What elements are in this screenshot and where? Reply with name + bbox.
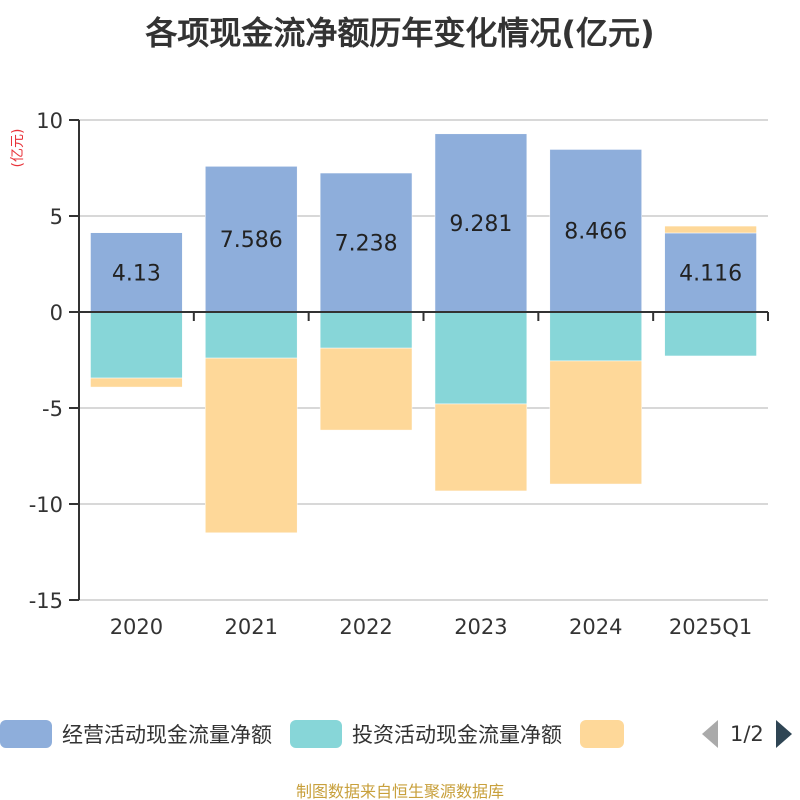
- bar-segment: [664, 311, 757, 357]
- bar-segment: [434, 311, 528, 405]
- next-page-icon[interactable]: [775, 720, 792, 748]
- prev-page-icon[interactable]: [702, 720, 718, 748]
- data-label: 9.281: [449, 212, 512, 237]
- bar-segment: [664, 225, 757, 234]
- y-tick-label: 10: [36, 109, 63, 133]
- legend-item-operating[interactable]: 经营活动现金流量净额: [0, 719, 272, 749]
- bar-segment: [434, 403, 528, 492]
- bar-segment: [434, 133, 528, 313]
- bar-segment: [205, 357, 298, 534]
- bar-segment: [664, 232, 757, 313]
- bar-segment: [549, 149, 642, 313]
- x-tick-label: 2023: [454, 615, 507, 639]
- bar-segment: [90, 377, 183, 388]
- bar-segment: [205, 311, 298, 359]
- legend-item-investing[interactable]: 投资活动现金流量净额: [290, 719, 562, 749]
- bar-segment: [319, 347, 413, 431]
- data-label: 7.586: [220, 228, 283, 253]
- bar-chart: 10 5 0 -5 -10 -15 2020 2021 2022 2023 2024 2025Q1 4…: [10, 109, 769, 639]
- x-tick-label: 2025Q1: [669, 615, 752, 639]
- legend-swatch: [290, 720, 342, 748]
- y-tick-label: 5: [50, 205, 63, 229]
- grid-lines: [79, 119, 768, 601]
- bar-segment: [90, 311, 183, 379]
- data-label: 8.466: [564, 220, 627, 245]
- bar-segment: [205, 166, 298, 313]
- y-tick-label: -10: [29, 493, 63, 517]
- legend-swatch: [580, 720, 624, 748]
- x-tick-label: 2024: [569, 615, 622, 639]
- x-tick-label: 2022: [339, 615, 392, 639]
- bar-segment: [549, 360, 642, 485]
- legend: 经营活动现金流量净额 投资活动现金流量净额 1/2: [0, 716, 800, 752]
- x-tick-label: 2020: [110, 615, 163, 639]
- data-label: 4.13: [112, 261, 161, 286]
- x-tick-label: 2021: [225, 615, 278, 639]
- data-labels: 4.13 7.586 7.238 9.281 8.466 4.116: [112, 212, 742, 287]
- legend-pager: 1/2: [702, 716, 792, 752]
- bars: [90, 133, 757, 534]
- y-tick-label: -15: [29, 589, 63, 613]
- legend-swatch: [0, 720, 52, 748]
- bar-segment: [319, 172, 413, 313]
- axes: 10 5 0 -5 -10 -15 2020 2021 2022 2023 2024 2025Q1: [29, 109, 769, 639]
- legend-item-financing[interactable]: [580, 720, 634, 748]
- chart-title: 各项现金流净额历年变化情况(亿元): [145, 14, 655, 52]
- y-tick-label: 0: [50, 301, 63, 325]
- legend-page-indicator: 1/2: [730, 722, 764, 746]
- bar-segment: [90, 232, 183, 313]
- bar-segment: [549, 311, 642, 362]
- y-tick-label: -5: [42, 397, 63, 421]
- y-axis-unit-label: (亿元): [10, 129, 26, 168]
- data-label: 7.238: [335, 232, 398, 257]
- data-source: 制图数据来自恒生聚源数据库: [295, 782, 504, 800]
- legend-label: 投资活动现金流量净额: [352, 723, 562, 747]
- data-label: 4.116: [679, 261, 742, 286]
- legend-label: 经营活动现金流量净额: [62, 723, 272, 747]
- bar-segment: [319, 311, 413, 349]
